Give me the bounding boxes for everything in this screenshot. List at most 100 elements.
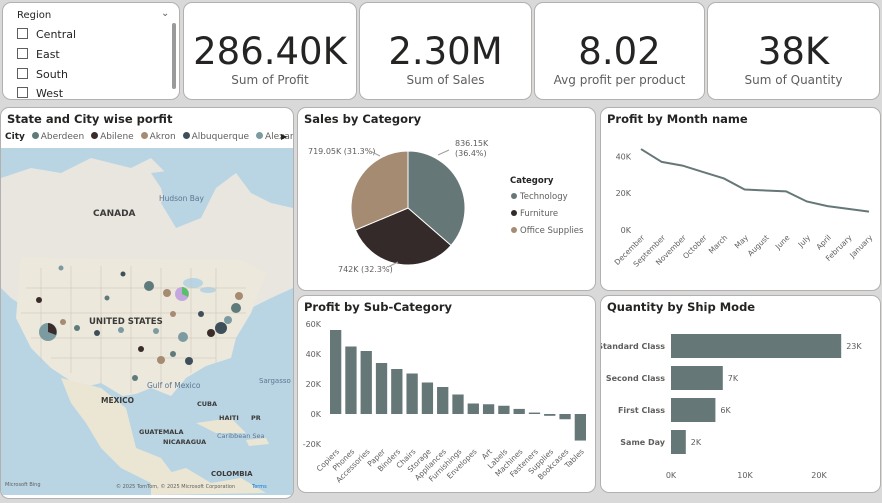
bar[interactable] xyxy=(391,369,403,414)
leader-line[interactable] xyxy=(437,149,450,156)
profit-by-subcategory-chart[interactable]: Profit by Sub-Category 60K 40K 20K 0K -20K Co… xyxy=(297,295,596,493)
legend-dot[interactable] xyxy=(511,227,517,233)
bar[interactable] xyxy=(360,351,372,414)
bar[interactable] xyxy=(482,404,495,414)
quantity-by-ship-mode-chart[interactable]: Quantity by Ship Mode Standard Class 23K S… xyxy=(600,295,881,493)
map-city-marker[interactable] xyxy=(157,356,165,364)
map-canvas[interactable]: CANADA Hudson Bay UNITED STATES Gulf of … xyxy=(1,148,293,495)
bar-chart[interactable]: Standard Class 23K Second Class 7K First Cla… xyxy=(601,314,880,492)
legend-next-arrow-icon[interactable]: ▶ xyxy=(281,132,288,141)
bar[interactable] xyxy=(671,366,723,390)
map-city-marker[interactable] xyxy=(153,328,159,334)
checkbox[interactable] xyxy=(17,68,28,79)
map-city-marker[interactable] xyxy=(138,346,144,352)
region-slicer[interactable]: Region ⌄ Central East South West xyxy=(2,2,180,100)
map-city-marker[interactable] xyxy=(163,289,171,297)
map-city-marker[interactable] xyxy=(48,323,57,335)
map-label-haiti: HAITI xyxy=(219,414,239,422)
slicer-item-south[interactable]: South xyxy=(17,68,68,81)
sales-by-category-chart[interactable]: Sales by Category 836.15K (36.4%) 742K (32… xyxy=(297,107,596,291)
map-city-marker[interactable] xyxy=(58,265,64,271)
map-city-marker[interactable] xyxy=(215,322,227,334)
leader-line[interactable] xyxy=(387,261,399,268)
bar[interactable] xyxy=(544,414,556,416)
checkbox[interactable] xyxy=(17,87,28,98)
legend-dot[interactable] xyxy=(511,193,517,199)
map-visual[interactable]: State and City wise porfit City Aberdeen… xyxy=(0,107,294,499)
bar[interactable] xyxy=(421,382,434,415)
pie-slice-technology[interactable] xyxy=(407,150,466,247)
map-bing-logo: Microsoft Bing xyxy=(5,482,41,488)
map-label-hudson: Hudson Bay xyxy=(159,194,205,203)
kpi-card-sales: 2.30M Sum of Sales xyxy=(359,2,532,100)
y-tick-label: 60K xyxy=(306,320,322,329)
bar[interactable] xyxy=(330,330,342,414)
y-tick-label: 20K xyxy=(306,380,322,389)
map-city-marker[interactable] xyxy=(207,329,215,337)
map-terms-link[interactable]: Terms xyxy=(251,484,267,490)
checkbox[interactable] xyxy=(17,28,28,39)
map-city-marker[interactable] xyxy=(74,325,80,331)
map-pie-markers[interactable] xyxy=(36,265,243,382)
map-city-marker[interactable] xyxy=(132,375,138,381)
kpi-label: Sum of Profit xyxy=(231,73,309,87)
map-city-marker[interactable] xyxy=(235,292,243,300)
map-city-marker[interactable] xyxy=(60,319,66,325)
bar[interactable] xyxy=(498,405,510,414)
bar[interactable] xyxy=(452,394,464,415)
map-city-marker[interactable] xyxy=(36,297,42,303)
bar[interactable] xyxy=(671,398,716,422)
y-tick-label: Standard Class xyxy=(601,342,665,351)
slicer-item-west[interactable]: West xyxy=(17,87,63,99)
column-chart[interactable]: 60K40K20K0K-20KCopiersPhonesAccessoriesP… xyxy=(298,314,595,492)
bar[interactable] xyxy=(671,334,842,358)
chevron-down-icon[interactable]: ⌄ xyxy=(161,8,170,19)
bar[interactable] xyxy=(437,387,449,414)
bar[interactable] xyxy=(513,408,525,414)
line-chart[interactable]: 40K20K0KDecemberSeptemberNovemberOctober… xyxy=(601,128,880,290)
slicer-item-east[interactable]: East xyxy=(17,48,60,61)
checkbox[interactable] xyxy=(17,48,28,59)
bar[interactable] xyxy=(467,403,479,415)
leader-line[interactable] xyxy=(369,150,381,157)
map-city-marker[interactable] xyxy=(182,287,189,297)
map-city-marker[interactable] xyxy=(170,351,176,357)
bar[interactable] xyxy=(559,414,571,420)
legend-item[interactable]: Alexandria xyxy=(264,132,293,142)
line-series[interactable] xyxy=(640,148,870,213)
pie-slice-furniture[interactable] xyxy=(354,207,452,266)
map-city-marker[interactable] xyxy=(231,303,241,313)
bar[interactable] xyxy=(406,373,418,415)
map-city-marker[interactable] xyxy=(104,295,110,301)
bar[interactable] xyxy=(345,346,357,415)
map-city-marker[interactable] xyxy=(94,330,100,336)
legend-item: Office Supplies xyxy=(520,226,584,236)
map-city-marker[interactable] xyxy=(118,327,124,333)
kpi-card-profit: 286.40K Sum of Profit xyxy=(183,2,357,100)
legend-dot[interactable] xyxy=(511,210,517,216)
bar[interactable] xyxy=(574,414,586,441)
map-city-marker[interactable] xyxy=(185,357,193,365)
legend-item[interactable]: Albuquerque xyxy=(191,132,250,142)
profit-by-month-chart[interactable]: Profit by Month name 40K 20K 0K December Sep… xyxy=(600,107,881,291)
pie-chart[interactable]: 836.15K(36.4%) 742K (32.3%) 719.05K (31.3%… xyxy=(298,130,595,290)
legend-item[interactable]: Akron xyxy=(149,132,176,142)
map-city-marker[interactable] xyxy=(120,271,126,277)
pie-slice-office-supplies[interactable] xyxy=(350,150,409,231)
map-city-marker[interactable] xyxy=(178,332,188,342)
bar[interactable] xyxy=(671,430,686,454)
kpi-value: 2.30M xyxy=(388,30,503,73)
bar[interactable] xyxy=(375,363,388,414)
slicer-scrollbar[interactable] xyxy=(172,23,176,89)
legend-item[interactable]: Abilene xyxy=(100,132,134,142)
slicer-item-label: East xyxy=(36,48,60,61)
map-city-marker[interactable] xyxy=(224,316,232,324)
legend-item[interactable]: Aberdeen xyxy=(40,132,85,142)
slicer-item-central[interactable]: Central xyxy=(17,28,76,41)
bar[interactable] xyxy=(528,412,541,414)
map-city-marker[interactable] xyxy=(170,311,176,317)
legend-dot xyxy=(182,132,190,139)
map-city-marker[interactable] xyxy=(198,311,204,317)
data-label: 23K xyxy=(846,342,862,351)
map-city-marker[interactable] xyxy=(144,281,154,291)
